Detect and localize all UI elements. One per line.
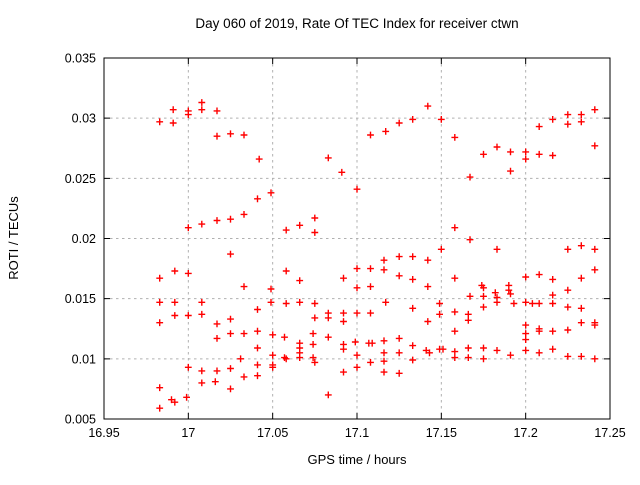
y-tick-label: 0.025 [65,172,96,186]
plot-border [103,57,611,420]
x-axis-label: GPS time / hours [308,452,407,467]
x-tick-label: 17.1 [345,426,369,440]
x-tick-label: 16.95 [88,426,119,440]
scatter-markers [156,99,599,412]
y-tick-label: 0.005 [65,413,96,427]
x-tick-label: 17.2 [513,426,537,440]
y-tick-label: 0.01 [72,352,96,366]
chart-title: Day 060 of 2019, Rate Of TEC Index for r… [195,16,518,31]
y-tick-label: 0.03 [72,112,96,126]
x-tick-label: 17.15 [426,426,457,440]
y-axis-label: ROTI / TECUs [6,196,21,280]
y-tick-label: 0.035 [65,52,96,66]
y-tick-label: 0.015 [65,292,96,306]
x-tick-label: 17.25 [594,426,625,440]
y-tick-label: 0.02 [72,232,96,246]
x-tick-label: 17 [181,426,195,440]
grid-lines [104,58,610,419]
x-tick-label: 17.05 [257,426,288,440]
